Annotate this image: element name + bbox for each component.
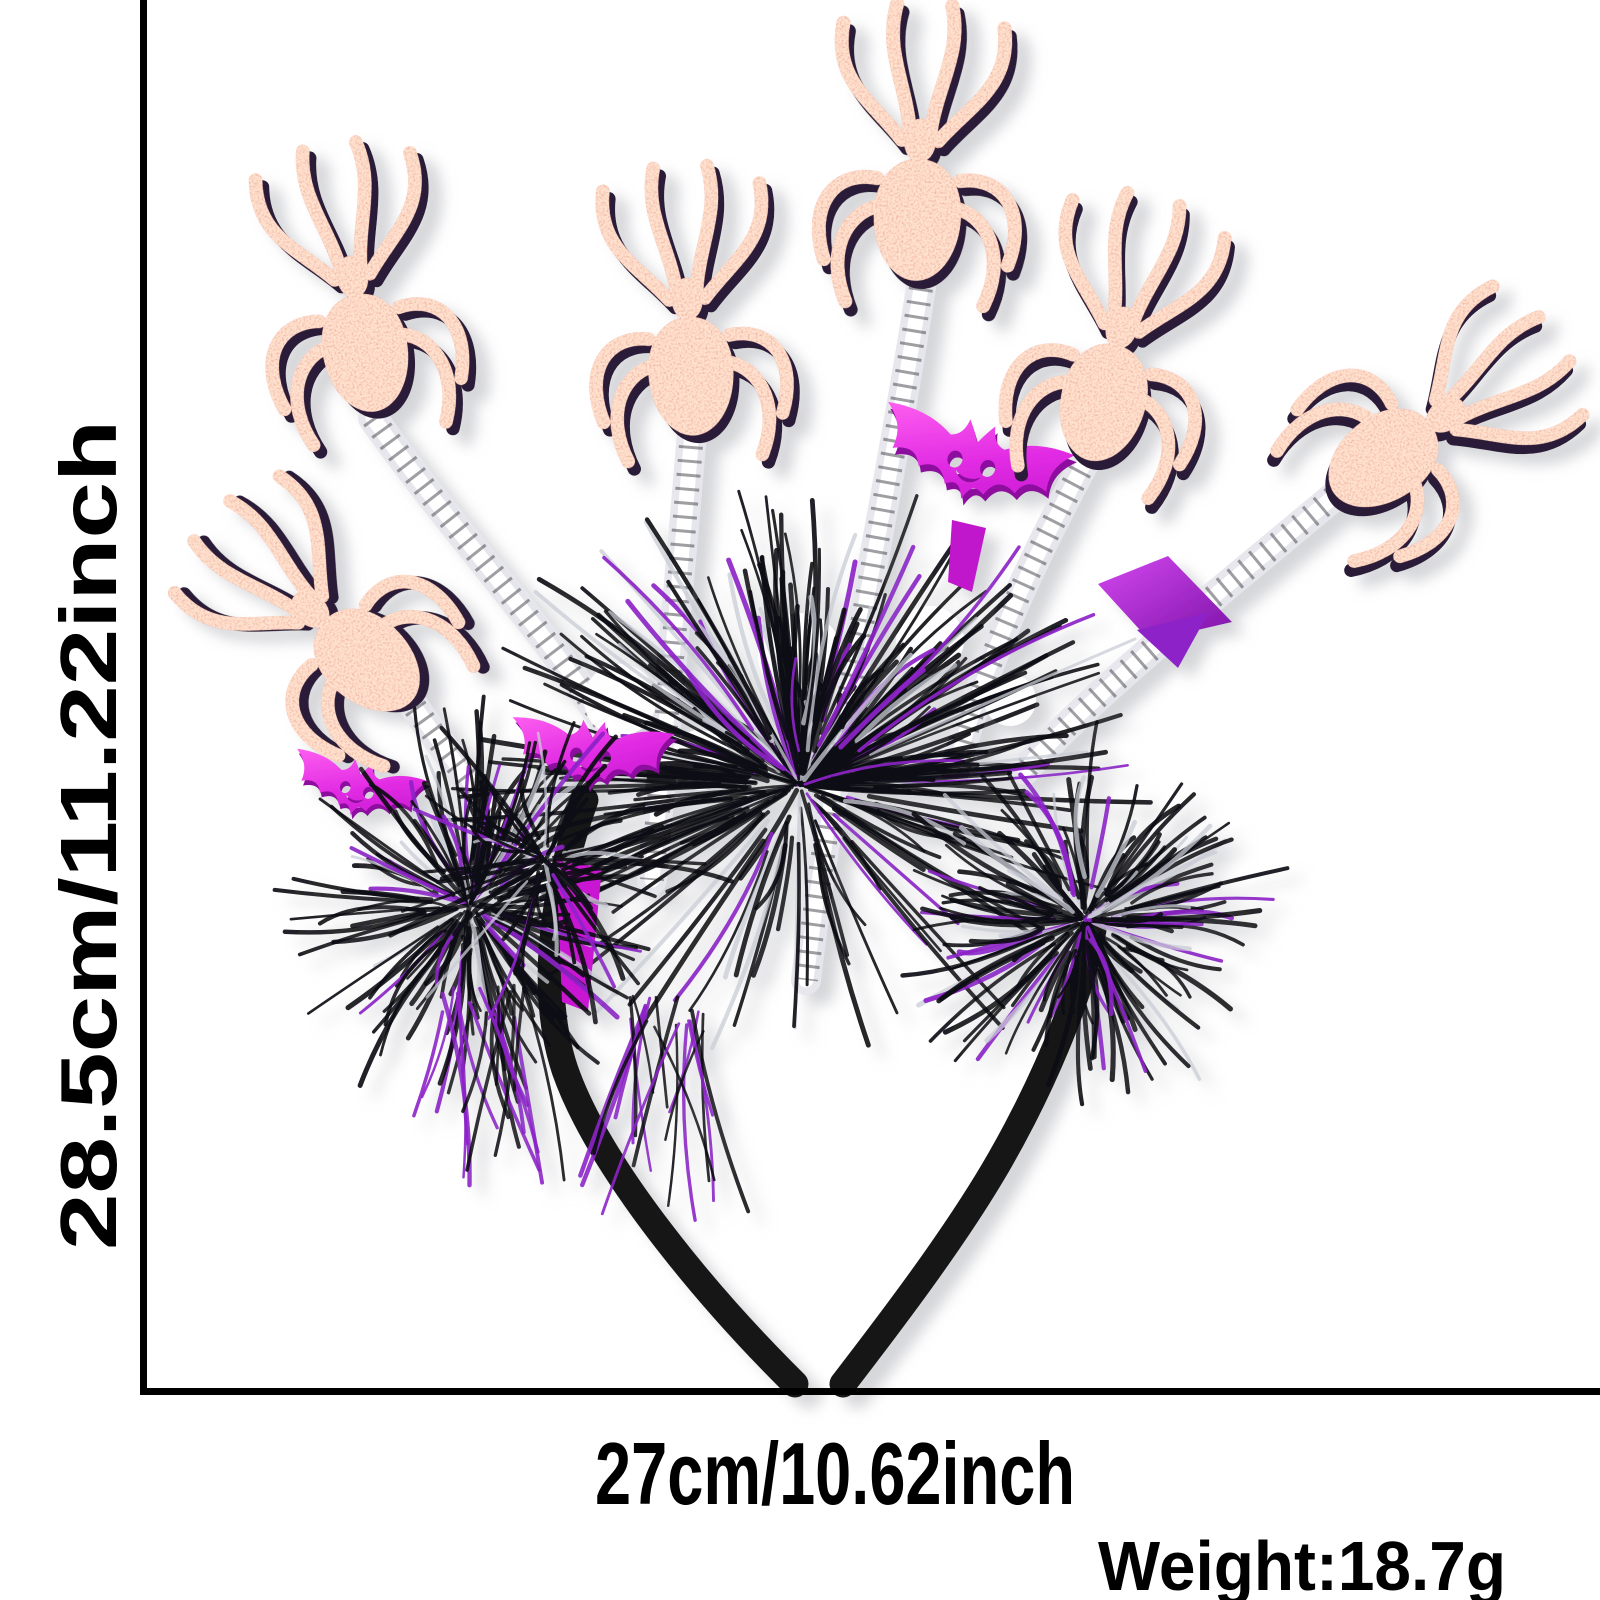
tinsel-burst [444,489,1153,1051]
spider-icon [585,162,797,471]
tinsel-pom-right [900,720,1290,1107]
height-label: 28.5cm/11.22inch [44,420,133,1250]
weight-label: Weight:18.7g [1098,1527,1506,1600]
dimension-annotations: 28.5cm/11.22inch 27cm/10.62inch Weight:1… [44,0,1600,1600]
height-dimension-line [140,0,147,1395]
width-dimension-line [140,1388,1600,1395]
spider-icon [816,1,1028,315]
tinsel-overlay-strands [388,721,735,1025]
hanging-tinsel-center [578,994,751,1222]
headband-illustration [148,1,1600,1398]
spider-icon [235,129,481,458]
width-label: 27cm/10.62inch [595,1424,1075,1523]
spider-icon [1254,261,1600,594]
hanging-tinsel-left [412,981,566,1188]
